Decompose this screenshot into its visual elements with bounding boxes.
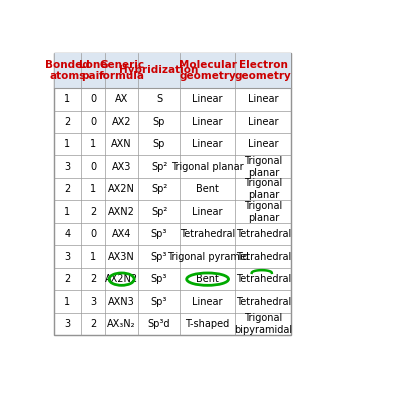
Text: AX2N: AX2N — [108, 184, 135, 194]
Text: Tetrahedral: Tetrahedral — [236, 252, 291, 262]
Text: T-shaped: T-shaped — [185, 319, 230, 329]
Bar — [54, 53, 291, 88]
Text: Linear: Linear — [248, 117, 279, 127]
Text: AXN3: AXN3 — [108, 297, 135, 307]
Text: S: S — [156, 94, 162, 104]
Text: Sp²: Sp² — [151, 184, 167, 194]
Text: AXN: AXN — [111, 139, 132, 149]
Text: 2: 2 — [90, 319, 96, 329]
Text: 3: 3 — [90, 297, 96, 307]
Text: 2: 2 — [65, 184, 71, 194]
Text: Linear: Linear — [192, 117, 223, 127]
Text: Sp: Sp — [153, 139, 165, 149]
Text: AXN2: AXN2 — [108, 207, 135, 217]
Text: 0: 0 — [90, 117, 96, 127]
Text: Linear: Linear — [192, 139, 223, 149]
Text: 1: 1 — [65, 139, 71, 149]
Text: Linear: Linear — [192, 94, 223, 104]
Text: Sp: Sp — [153, 117, 165, 127]
Text: Molecular
geometry: Molecular geometry — [179, 60, 237, 81]
Text: 2: 2 — [65, 117, 71, 127]
Text: AX3N: AX3N — [108, 252, 135, 262]
Text: Bent: Bent — [196, 274, 219, 284]
Text: Sp³d: Sp³d — [148, 319, 170, 329]
Text: Trigonal
bipyramidal: Trigonal bipyramidal — [234, 313, 292, 335]
Text: 2: 2 — [90, 274, 96, 284]
Text: Trigonal
planar: Trigonal planar — [244, 178, 282, 200]
Text: Linear: Linear — [192, 297, 223, 307]
Text: Sp³: Sp³ — [151, 229, 167, 239]
Text: Trigonal
planar: Trigonal planar — [244, 201, 282, 222]
Text: 1: 1 — [65, 94, 71, 104]
Text: Linear: Linear — [248, 139, 279, 149]
Text: 2: 2 — [65, 274, 71, 284]
Text: 1: 1 — [90, 252, 96, 262]
Text: Linear: Linear — [248, 94, 279, 104]
Text: 1: 1 — [90, 184, 96, 194]
Text: 1: 1 — [90, 139, 96, 149]
Text: Sp³: Sp³ — [151, 297, 167, 307]
Text: AX2N2: AX2N2 — [105, 274, 138, 284]
Text: Sp²: Sp² — [151, 207, 167, 217]
Text: AX2: AX2 — [112, 117, 132, 127]
Text: 0: 0 — [90, 94, 96, 104]
Text: 2: 2 — [90, 207, 96, 217]
Text: Tetrahedral: Tetrahedral — [236, 297, 291, 307]
Text: AX₃N₂: AX₃N₂ — [107, 319, 136, 329]
Text: AX4: AX4 — [112, 229, 131, 239]
Text: Lone
pair: Lone pair — [79, 60, 107, 81]
Text: Linear: Linear — [192, 207, 223, 217]
Text: Electron
geometry: Electron geometry — [235, 60, 292, 81]
Text: AX3: AX3 — [112, 162, 131, 172]
Text: Trigonal pyramid: Trigonal pyramid — [167, 252, 249, 262]
Text: 0: 0 — [90, 229, 96, 239]
Text: Generic
formula: Generic formula — [99, 60, 145, 81]
Text: Tetrahedral: Tetrahedral — [180, 229, 235, 239]
Text: Sp³: Sp³ — [151, 274, 167, 284]
Text: 4: 4 — [65, 229, 71, 239]
Text: Tetrahedral: Tetrahedral — [236, 274, 291, 284]
Text: Sp³: Sp³ — [151, 252, 167, 262]
Text: 1: 1 — [65, 207, 71, 217]
Text: Bonded
atoms: Bonded atoms — [45, 60, 90, 81]
Text: Tetrahedral: Tetrahedral — [236, 229, 291, 239]
Text: Trigonal
planar: Trigonal planar — [244, 156, 282, 178]
Text: Sp²: Sp² — [151, 162, 167, 172]
Text: Trigonal planar: Trigonal planar — [171, 162, 244, 172]
Bar — [54, 53, 291, 335]
Text: AX: AX — [115, 94, 128, 104]
Text: 0: 0 — [90, 162, 96, 172]
Text: Bent: Bent — [196, 184, 219, 194]
Text: 3: 3 — [65, 162, 71, 172]
Text: 1: 1 — [65, 297, 71, 307]
Text: 3: 3 — [65, 252, 71, 262]
Text: 3: 3 — [65, 319, 71, 329]
Text: Hybridization: Hybridization — [119, 65, 199, 75]
